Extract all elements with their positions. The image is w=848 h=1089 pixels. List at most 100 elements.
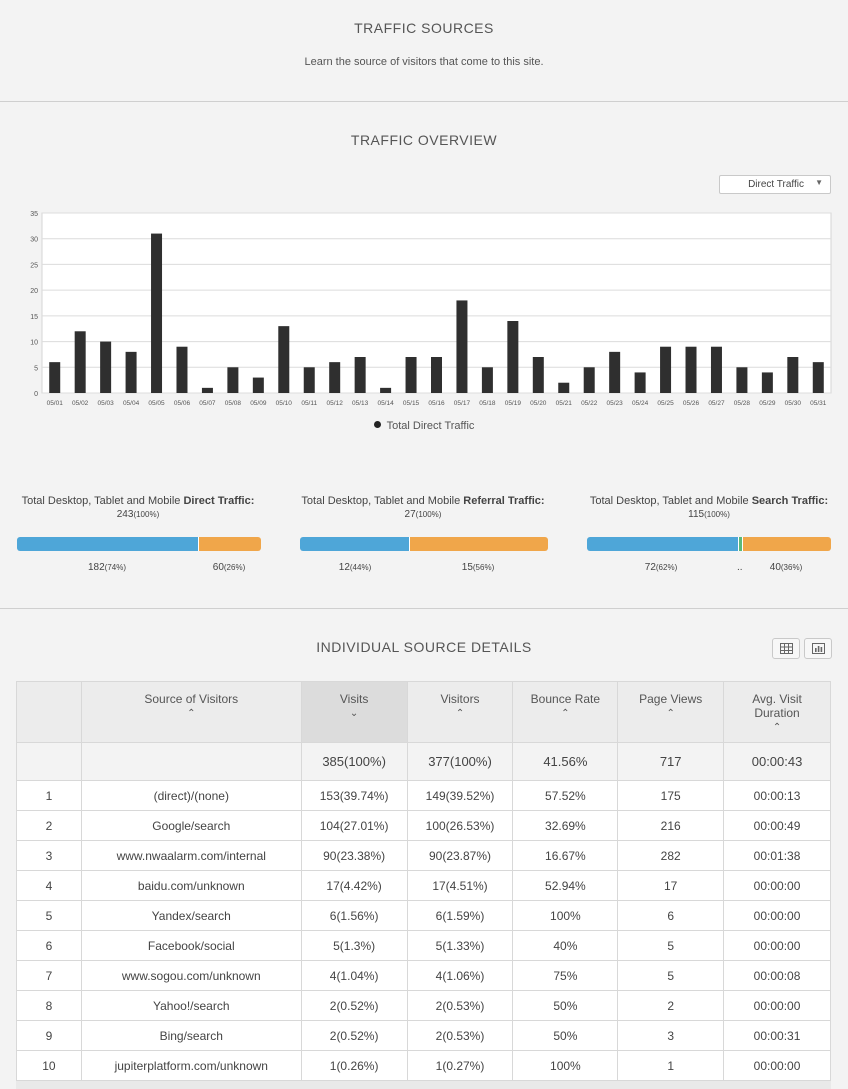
table-view-button[interactable]	[772, 638, 800, 659]
table-row[interactable]: 5 Yandex/search 6(1.56%) 6(1.59%) 100% 6 00:00…	[16, 900, 831, 931]
x-tick-label: 05/13	[352, 400, 369, 407]
row-visitors: 4(1.06%)	[406, 960, 514, 991]
x-tick-label: 05/02	[72, 400, 89, 407]
table-row[interactable]: 4 baidu.com/unknown 17(4.42%) 17(4.51%) 52.9…	[16, 870, 831, 901]
chart-bar	[634, 372, 646, 393]
row-duration: 00:00:13	[723, 780, 831, 811]
chart-bar	[151, 233, 163, 393]
row-page-views: 3	[617, 1020, 725, 1051]
total-prefix: Total Desktop, Tablet and Mobile	[589, 495, 752, 507]
desktop-value: 72	[644, 562, 656, 573]
col-source-header[interactable]: Source of Visitors ⌃	[80, 681, 302, 743]
x-tick-label: 05/31	[810, 400, 827, 407]
table-row[interactable]: 3 www.nwaalarm.com/internal 90(23.38%) 90(2…	[16, 840, 831, 871]
total-type: Direct Traffic:	[183, 495, 255, 507]
y-tick-label: 30	[30, 237, 38, 244]
row-visitors: 6(1.59%)	[406, 900, 514, 931]
chart-bar	[660, 346, 672, 393]
traffic-type-select[interactable]: Direct Traffic ▼	[719, 175, 831, 194]
table-row[interactable]: 1 (direct)/(none) 153(39.74%) 149(39.52%) 57…	[16, 780, 831, 811]
row-bounce-rate: 50%	[512, 1020, 619, 1051]
x-tick-label: 05/15	[403, 400, 420, 407]
y-tick-label: 15	[30, 314, 38, 321]
x-tick-label: 05/12	[327, 400, 344, 407]
summary-cell: 377(100%)	[406, 742, 514, 781]
total-type: Search Traffic:	[751, 495, 829, 507]
row-source: www.nwaalarm.com/internal	[80, 840, 302, 871]
chart-bar	[532, 357, 544, 393]
row-visitors: 100(26.53%)	[406, 810, 514, 841]
col-bounce-header[interactable]: Bounce Rate ⌃	[512, 681, 619, 743]
col-pageviews-label: Page Views	[639, 692, 703, 706]
table-row[interactable]: 6 Facebook/social 5(1.3%) 5(1.33%) 40% 5 00:00…	[16, 930, 831, 961]
row-bounce-rate: 100%	[512, 900, 619, 931]
row-source: jupiterplatform.com/unknown	[80, 1050, 302, 1081]
x-tick-label: 05/10	[276, 400, 293, 407]
mobile-value: 15	[461, 562, 473, 573]
traffic-total-label: Total Desktop, Tablet and Mobile Search …	[559, 495, 848, 520]
desktop-segment	[587, 537, 739, 551]
table-row[interactable]: 10 jupiterplatform.com/unknown 1(0.26%) 1(0…	[16, 1050, 831, 1081]
total-value: 243	[116, 509, 134, 520]
summary-cell: 41.56%	[512, 742, 619, 781]
chart-bar	[74, 331, 86, 393]
x-tick-label: 05/30	[785, 400, 802, 407]
desktop-value: 182	[87, 562, 105, 573]
divider	[0, 608, 848, 609]
col-index-header	[16, 681, 82, 743]
table-row[interactable]: 8 Yahoo!/search 2(0.52%) 2(0.53%) 50% 2 00:00:…	[16, 990, 831, 1021]
table-row[interactable]: 7 www.sogou.com/unknown 4(1.04%) 4(1.06%) 75…	[16, 960, 831, 991]
row-visits: 17(4.42%)	[300, 870, 408, 901]
row-page-views: 2	[617, 990, 725, 1021]
chart-bar	[227, 367, 239, 393]
total-count: 243(100%)	[0, 509, 288, 520]
row-page-views: 17	[617, 870, 725, 901]
x-tick-label: 05/29	[759, 400, 776, 407]
x-tick-label: 05/18	[479, 400, 496, 407]
x-tick-label: 05/21	[556, 400, 573, 407]
desktop-segment	[17, 537, 198, 551]
row-source: (direct)/(none)	[80, 780, 302, 811]
chart-view-button[interactable]	[804, 638, 832, 659]
row-source: Yandex/search	[80, 900, 302, 931]
row-page-views: 216	[617, 810, 725, 841]
row-page-views: 5	[617, 960, 725, 991]
device-split-bar	[17, 537, 261, 551]
legend-label: Total Direct Traffic	[386, 420, 475, 432]
mobile-segment	[409, 537, 548, 551]
table-row[interactable]: 2 Google/search 104(27.01%) 100(26.53%) 32.6…	[16, 810, 831, 841]
col-visitors-header[interactable]: Visitors ⌃	[406, 681, 514, 743]
grid-icon	[779, 643, 793, 654]
overview-title: TRAFFIC OVERVIEW	[350, 132, 498, 148]
table-row[interactable]: 9 Bing/search 2(0.52%) 2(0.53%) 50% 3 00:00:31	[16, 1020, 831, 1051]
x-tick-label: 05/11	[301, 400, 317, 407]
device-split-bar	[587, 537, 831, 551]
x-tick-label: 05/06	[174, 400, 191, 407]
y-tick-label: 35	[30, 211, 38, 218]
row-duration: 00:01:38	[723, 840, 831, 871]
chart-bar	[456, 300, 468, 393]
col-duration-header[interactable]: Avg. Visit Duration ⌃	[723, 681, 831, 743]
table-pagination-bar	[16, 1080, 831, 1089]
total-pct: (100%)	[704, 510, 730, 519]
traffic-type-select-value: Direct Traffic	[748, 179, 804, 190]
row-bounce-rate: 32.69%	[512, 810, 619, 841]
row-index: 3	[16, 840, 82, 871]
row-page-views: 282	[617, 840, 725, 871]
total-count: 27(100%)	[273, 509, 573, 520]
total-prefix: Total Desktop, Tablet and Mobile	[301, 495, 464, 507]
total-count: 115(100%)	[559, 509, 848, 520]
total-value: 27	[404, 509, 416, 520]
col-source-label: Source of Visitors	[144, 692, 239, 706]
total-prefix: Total Desktop, Tablet and Mobile	[21, 495, 184, 507]
row-source: baidu.com/unknown	[80, 870, 302, 901]
sort-up-icon: ⌃	[561, 708, 570, 719]
chart-bar	[736, 367, 748, 393]
traffic-total-label: Total Desktop, Tablet and Mobile Direct …	[0, 495, 288, 520]
col-pageviews-header[interactable]: Page Views ⌃	[617, 681, 725, 743]
chart-bar	[685, 346, 697, 393]
sort-down-icon: ⌄	[349, 708, 359, 719]
row-bounce-rate: 57.52%	[512, 780, 619, 811]
summary-cell: 00:00:43	[723, 742, 831, 781]
col-visits-header[interactable]: Visits ⌄	[300, 681, 408, 743]
